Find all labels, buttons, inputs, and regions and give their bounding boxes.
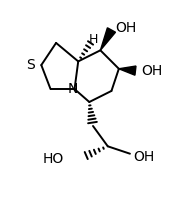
Polygon shape xyxy=(100,28,116,50)
Text: HO: HO xyxy=(42,152,63,166)
Text: OH: OH xyxy=(141,64,162,78)
Text: H: H xyxy=(88,33,98,46)
Polygon shape xyxy=(119,66,136,75)
Text: N: N xyxy=(68,82,78,96)
Text: S: S xyxy=(26,58,35,72)
Text: OH: OH xyxy=(115,21,136,35)
Text: OH: OH xyxy=(134,150,155,164)
